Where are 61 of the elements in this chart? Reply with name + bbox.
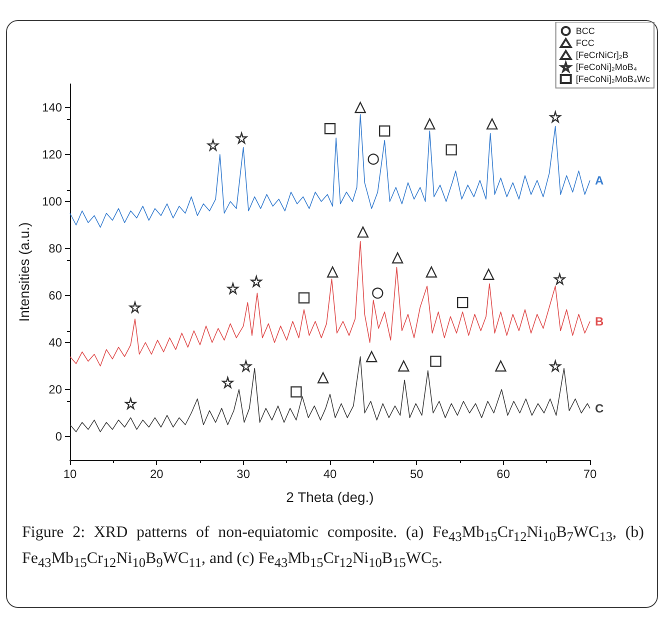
point <box>550 360 561 372</box>
point <box>324 123 336 134</box>
point <box>207 140 219 151</box>
point <box>236 132 248 144</box>
y-tick-label: 100 <box>42 194 62 208</box>
line-series <box>70 356 590 432</box>
point <box>426 266 437 278</box>
y-tick-label: 140 <box>42 100 62 114</box>
point <box>125 398 136 410</box>
x-axis-title: 2 Theta (deg.) <box>286 489 374 505</box>
x-tick-label: 40 <box>323 467 337 481</box>
point <box>486 118 498 130</box>
point <box>483 268 494 280</box>
x-tick-label: 10 <box>63 467 77 481</box>
series-label: A <box>595 173 604 188</box>
point <box>240 360 252 372</box>
x-tick-label: 30 <box>236 467 250 481</box>
x-tick-label: 70 <box>583 467 597 481</box>
point <box>495 360 506 372</box>
y-tick-label: 80 <box>48 242 62 256</box>
legend-label: FCC <box>576 38 595 48</box>
point <box>368 154 379 165</box>
text: Figure 2: XRD patterns of non-equiatomic composite. (a) Fe$_{43}$Mb$_{15}$Cr$_{12}$Ni$_{10}$B$_{7}$WC$_{13}$, (b) Fe$_{43}$Mb$_{15}$Cr$_{12}$Ni$_{10}$B$_{9}$WC$_{11}$, and (c) Fe$_{43}$Mb$_{15}$Cr$_{12}$Ni$_{10}$B$_{15}$WC$_{5}$. <box>22 524 644 570</box>
legend-label: [FeCoNi]₂MoB₄ <box>576 62 638 72</box>
y-tick-label: 60 <box>48 288 62 302</box>
point <box>129 302 141 313</box>
point <box>298 292 310 304</box>
point <box>392 252 404 264</box>
y-axis-title: Intensities (a.u.) <box>16 222 32 322</box>
y-tick-label: 20 <box>48 382 62 396</box>
x-tick-label: 60 <box>496 467 510 481</box>
point <box>227 282 239 294</box>
point <box>379 125 390 137</box>
point <box>550 111 561 122</box>
point <box>446 144 457 156</box>
point <box>424 118 436 130</box>
y-tick-label: 40 <box>48 336 62 350</box>
point <box>222 376 234 388</box>
line-series <box>70 241 590 366</box>
point <box>327 266 338 278</box>
legend-label: BCC <box>576 26 596 36</box>
y-tick-label: 0 <box>55 430 62 444</box>
point <box>554 273 566 285</box>
series-label: B <box>595 314 604 328</box>
point <box>357 226 369 238</box>
point <box>398 360 410 372</box>
point <box>317 372 329 384</box>
point <box>366 351 378 362</box>
legend-label: [FeCrNiCr]₂B <box>576 50 628 60</box>
point <box>290 386 302 398</box>
point <box>354 102 366 114</box>
x-tick-label: 20 <box>150 467 164 481</box>
point <box>372 288 384 299</box>
point <box>457 296 468 308</box>
x-tick-label: 50 <box>410 467 424 481</box>
legend-label: [FeCoNi]₂MoB₄Wc <box>576 74 650 84</box>
point <box>430 356 442 367</box>
point <box>250 276 262 287</box>
y-tick-label: 120 <box>42 148 62 162</box>
series-label: C <box>595 401 604 416</box>
line-series <box>70 114 590 228</box>
